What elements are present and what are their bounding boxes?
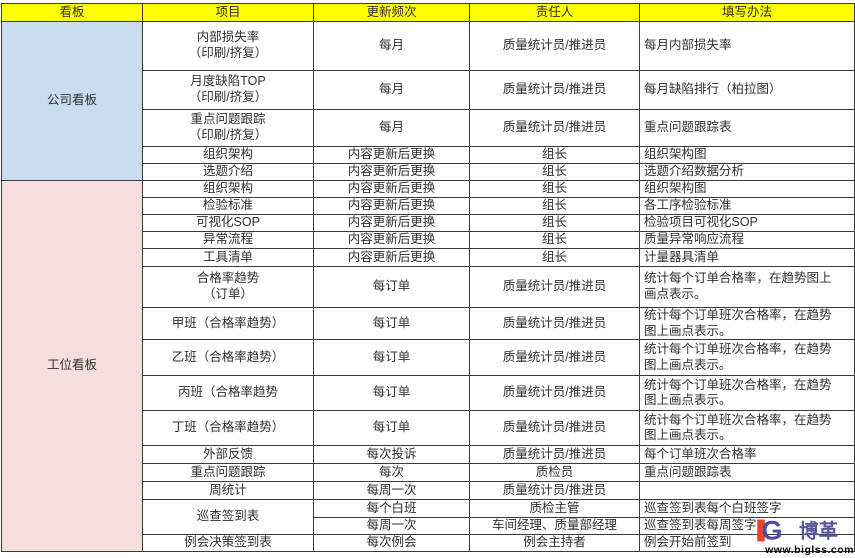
svg-text:G: G <box>762 516 783 545</box>
svg-text:博革: 博革 <box>799 519 838 542</box>
